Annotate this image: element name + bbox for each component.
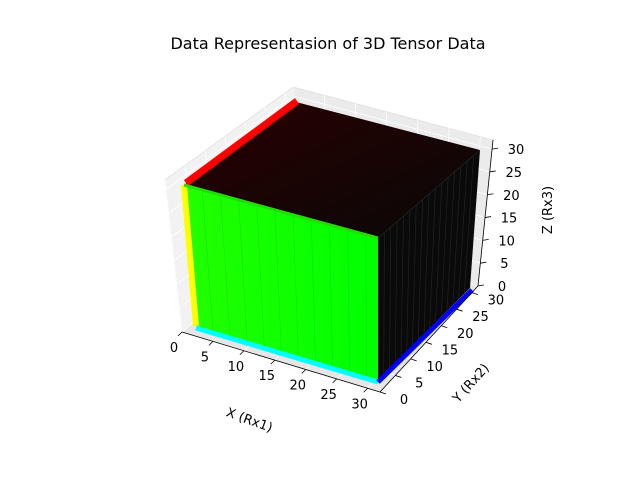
x-tick-label: 20 xyxy=(289,379,306,394)
z-axis-label: Z (Rx3) xyxy=(541,186,556,234)
right-stripe xyxy=(412,204,417,346)
x-tick-mark xyxy=(301,369,307,374)
x-tick-mark xyxy=(208,341,214,346)
z-tick-label: 10 xyxy=(498,234,515,249)
z-axis-line xyxy=(477,139,494,287)
data-points-cube xyxy=(181,98,480,385)
right-stripe xyxy=(446,171,455,312)
x-tick-label: 5 xyxy=(201,350,209,365)
chart-title: Data Representasion of 3D Tensor Data xyxy=(170,34,485,53)
edge-red xyxy=(183,98,300,186)
edge-cyan xyxy=(195,325,379,385)
y-tick-label: 30 xyxy=(488,294,505,309)
z-tick-mark xyxy=(487,193,494,196)
y-tick-label: 0 xyxy=(400,393,408,408)
front-stripe xyxy=(311,219,316,362)
y-tick-mark xyxy=(410,358,417,362)
y-tick-label: 25 xyxy=(472,310,489,325)
right-stripe xyxy=(452,166,462,306)
z-tick-label: 0 xyxy=(498,280,506,295)
z-tick-mark xyxy=(482,238,489,241)
y-tick-mark xyxy=(471,292,479,296)
z-tick-mark xyxy=(480,261,487,264)
edge-blue xyxy=(376,288,474,384)
z-tick-label: 25 xyxy=(505,166,522,181)
right-stripe xyxy=(394,221,398,363)
front-stripe xyxy=(365,234,367,377)
right-stripe xyxy=(423,193,430,335)
right-stripe xyxy=(458,160,468,300)
z-tick-mark xyxy=(477,284,485,287)
y-tick-mark xyxy=(425,341,433,345)
x-tick-label: 25 xyxy=(320,388,337,403)
x-tick-label: 15 xyxy=(259,369,276,384)
x-tick-label: 10 xyxy=(228,360,245,375)
x-axis-line xyxy=(181,331,381,393)
x-axis-label: X (Rx1) xyxy=(224,405,274,436)
right-stripe xyxy=(417,199,423,340)
front-stripe xyxy=(238,199,248,342)
right-stripe xyxy=(440,177,449,317)
right-stripe xyxy=(383,232,385,375)
y-tick-label: 15 xyxy=(442,343,459,358)
y-tick-mark xyxy=(395,375,402,378)
front-stripe xyxy=(347,229,350,372)
x-tick-label: 0 xyxy=(170,341,178,356)
y-tick-label: 5 xyxy=(415,376,423,391)
z-tick-mark xyxy=(484,216,492,218)
y-tick-mark xyxy=(456,308,463,312)
front-stripe xyxy=(201,189,214,332)
y-tick-label: 20 xyxy=(457,327,474,342)
front-face-stripes xyxy=(201,189,367,377)
z-tick-label: 30 xyxy=(508,143,525,158)
front-stripe xyxy=(220,194,231,337)
front-stripe xyxy=(329,224,333,367)
y-axis-label: Y (Rx2) xyxy=(449,361,492,407)
cube-right-face xyxy=(378,150,480,380)
z-tick-label: 5 xyxy=(500,257,508,272)
right-stripe xyxy=(435,182,443,323)
x-tick-mark xyxy=(177,331,183,337)
right-stripe xyxy=(463,155,474,294)
x-tick-mark xyxy=(363,387,368,393)
z-tick-mark xyxy=(489,170,496,173)
z-axis: 0 5 10 15 20 25 30 xyxy=(477,139,525,295)
right-face-stripes xyxy=(383,155,474,375)
right-stripe xyxy=(400,215,404,358)
edge-green-top xyxy=(183,183,379,240)
right-stripe xyxy=(389,226,392,369)
z-grid-line xyxy=(165,95,493,190)
front-stripe xyxy=(274,209,282,352)
x-axis: 0 5 10 15 20 25 30 xyxy=(170,331,381,412)
y-tick-label: 10 xyxy=(426,360,443,375)
x-tick-mark xyxy=(332,378,337,384)
x-tick-mark xyxy=(239,350,245,356)
x-tick-mark xyxy=(270,359,276,365)
edge-yellow xyxy=(181,184,199,327)
z-tick-label: 20 xyxy=(503,189,520,204)
front-stripe xyxy=(256,204,265,347)
x-tick-label: 30 xyxy=(351,397,368,412)
right-stripe xyxy=(429,188,436,329)
y-tick-mark xyxy=(379,391,387,395)
z-tick-mark xyxy=(491,147,499,150)
front-stripe xyxy=(292,214,299,357)
y-axis-line xyxy=(379,285,479,393)
right-stripe xyxy=(406,210,411,352)
z-tick-label: 15 xyxy=(501,212,518,227)
y-tick-mark xyxy=(441,325,448,329)
